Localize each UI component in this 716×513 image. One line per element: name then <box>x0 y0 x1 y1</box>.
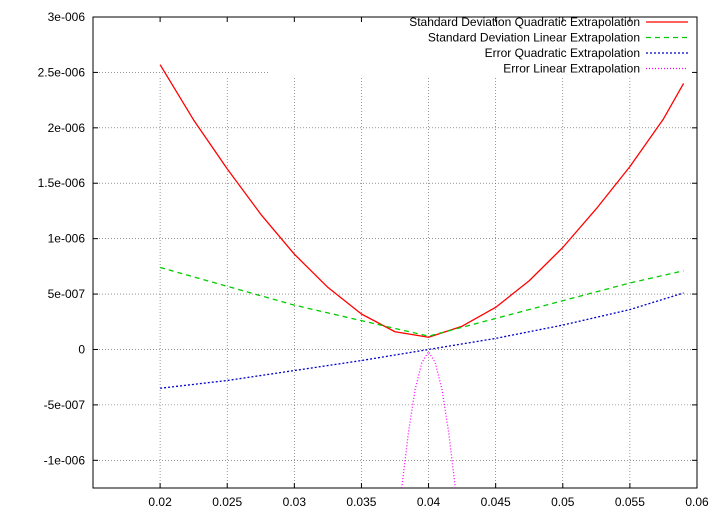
series-line-0 <box>159 64 685 338</box>
legend-label: Error Quadratic Extrapolation <box>485 46 640 60</box>
x-tick-label: 0.04 <box>417 495 441 509</box>
x-tick-label: 0.055 <box>615 495 645 509</box>
grid-lines <box>93 72 697 488</box>
x-tick-label: 0.035 <box>346 495 376 509</box>
legend-label: Standard Deviation Linear Extrapolation <box>428 31 640 45</box>
legend: Standard Deviation Quadratic Extrapolati… <box>409 15 688 76</box>
legend-label: Standard Deviation Quadratic Extrapolati… <box>409 15 640 29</box>
x-tick-label: 0.05 <box>551 495 575 509</box>
plot-frame <box>92 16 698 489</box>
x-tick-label: 0.025 <box>212 495 242 509</box>
y-axis-ticks: -1e-006 -5e-007 0 5e-007 1e-006 1.5e-006 2e-00… <box>38 10 697 467</box>
legend-label: Error Linear Extrapolation <box>503 62 640 76</box>
y-tick-label: 1.5e-006 <box>38 176 86 190</box>
y-tick-label: 1e-006 <box>48 232 86 246</box>
series-line-1 <box>159 266 684 337</box>
x-axis-ticks: 0.02 0.025 0.03 0.035 0.04 0.045 0.05 0.055 0.06 <box>148 17 709 509</box>
y-tick-label: -1e-006 <box>44 453 86 467</box>
plot-border <box>92 16 698 489</box>
y-tick-label: 0 <box>78 342 85 356</box>
x-tick-label: 0.03 <box>283 495 307 509</box>
y-tick-label: 3e-006 <box>48 10 86 24</box>
x-tick-label: 0.02 <box>148 495 172 509</box>
data-series <box>159 64 685 488</box>
series-line-2 <box>160 292 684 389</box>
y-tick-label: 2e-006 <box>48 121 86 135</box>
x-tick-label: 0.06 <box>685 495 709 509</box>
x-tick-label: 0.045 <box>481 495 511 509</box>
y-tick-label: 5e-007 <box>48 287 86 301</box>
y-tick-label: 2.5e-006 <box>38 65 86 79</box>
y-tick-label: -5e-007 <box>44 398 86 412</box>
